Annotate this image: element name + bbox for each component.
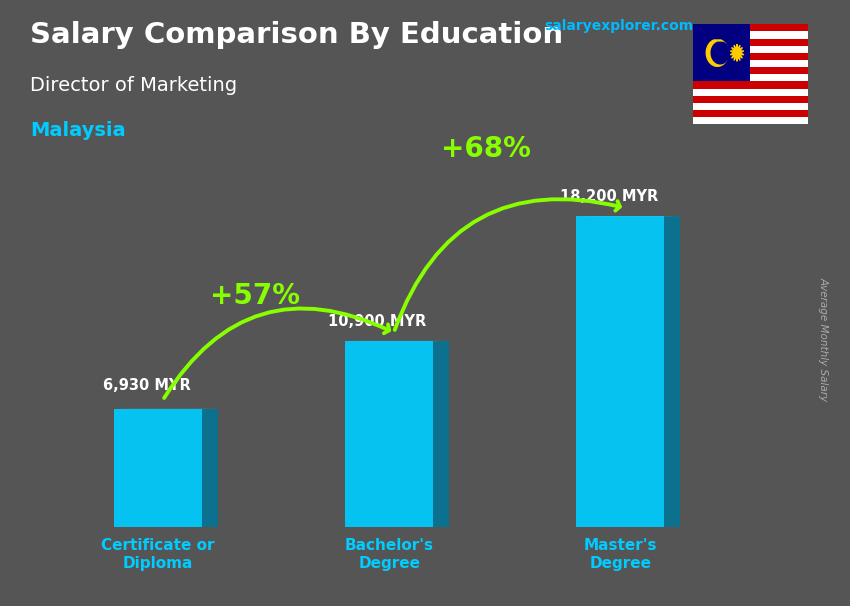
- Text: 10,900 MYR: 10,900 MYR: [328, 314, 427, 329]
- Bar: [693, 67, 808, 75]
- Bar: [693, 32, 808, 39]
- Text: Director of Marketing: Director of Marketing: [30, 76, 237, 95]
- Text: +68%: +68%: [441, 136, 531, 164]
- Bar: [693, 24, 750, 81]
- Bar: [345, 341, 433, 527]
- Bar: [693, 96, 808, 103]
- Bar: [693, 81, 808, 88]
- Bar: [693, 60, 808, 67]
- Bar: [576, 216, 664, 527]
- Polygon shape: [433, 341, 449, 527]
- Text: 6,930 MYR: 6,930 MYR: [103, 379, 190, 393]
- Text: 18,200 MYR: 18,200 MYR: [559, 190, 658, 204]
- Polygon shape: [202, 409, 218, 527]
- Bar: [693, 45, 808, 53]
- Polygon shape: [711, 42, 729, 64]
- Bar: [693, 24, 808, 32]
- Bar: [114, 409, 202, 527]
- Bar: [693, 88, 808, 96]
- Bar: [693, 75, 808, 81]
- Text: Average Monthly Salary: Average Monthly Salary: [819, 278, 829, 401]
- Text: Salary Comparison By Education: Salary Comparison By Education: [30, 21, 563, 49]
- Text: salaryexplorer.com: salaryexplorer.com: [544, 19, 693, 33]
- Polygon shape: [730, 44, 744, 61]
- Bar: [693, 110, 808, 117]
- Polygon shape: [706, 40, 728, 66]
- Polygon shape: [664, 216, 680, 527]
- Bar: [693, 39, 808, 45]
- Text: +57%: +57%: [210, 282, 300, 310]
- Bar: [693, 117, 808, 124]
- Text: Malaysia: Malaysia: [30, 121, 126, 140]
- Bar: [693, 103, 808, 110]
- Bar: [693, 53, 808, 60]
